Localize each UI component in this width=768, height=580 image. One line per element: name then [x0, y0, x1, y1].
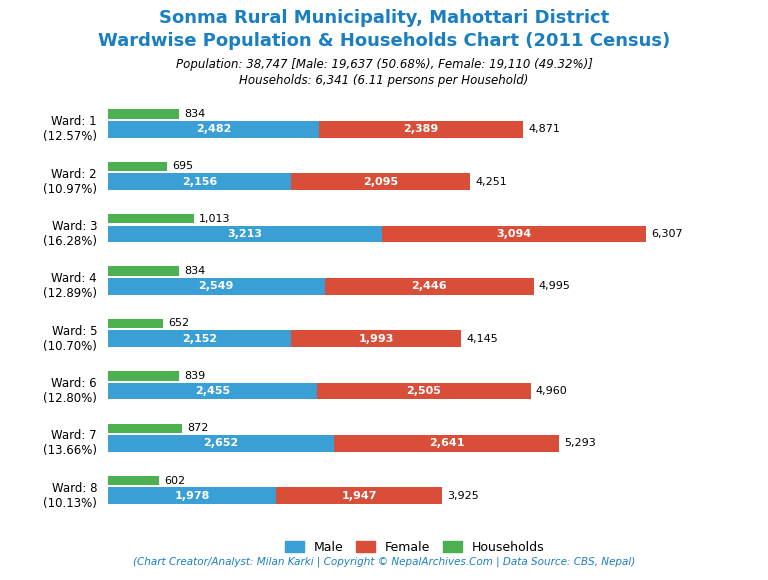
Text: 2,652: 2,652 — [203, 438, 238, 448]
Text: 2,505: 2,505 — [406, 386, 442, 396]
Bar — [108, 423, 182, 433]
Text: 4,145: 4,145 — [466, 334, 498, 344]
Text: 1,947: 1,947 — [342, 491, 377, 501]
Text: 2,549: 2,549 — [199, 281, 234, 291]
Text: 834: 834 — [184, 109, 205, 119]
Bar — [108, 162, 167, 171]
Bar — [108, 330, 291, 347]
Bar — [108, 226, 382, 242]
Bar — [108, 173, 292, 190]
Text: 5,293: 5,293 — [564, 438, 596, 448]
Legend: Male, Female, Households: Male, Female, Households — [280, 536, 549, 559]
Bar — [382, 226, 646, 242]
Text: Households: 6,341 (6.11 persons per Household): Households: 6,341 (6.11 persons per Hous… — [240, 74, 528, 87]
Bar — [108, 476, 159, 485]
Bar — [334, 435, 559, 452]
Bar — [319, 121, 523, 137]
Text: 1,013: 1,013 — [199, 214, 230, 224]
Text: 2,641: 2,641 — [429, 438, 465, 448]
Text: 652: 652 — [168, 318, 190, 328]
Text: 3,925: 3,925 — [448, 491, 479, 501]
Bar — [108, 383, 317, 400]
Bar — [108, 487, 276, 504]
Text: 4,871: 4,871 — [528, 124, 560, 134]
Bar — [276, 487, 442, 504]
Bar — [108, 266, 179, 276]
Bar — [108, 435, 334, 452]
Text: 2,095: 2,095 — [363, 176, 399, 187]
Bar — [325, 278, 534, 295]
Text: 834: 834 — [184, 266, 205, 276]
Bar — [292, 173, 470, 190]
Text: 2,455: 2,455 — [195, 386, 230, 396]
Text: 2,156: 2,156 — [182, 176, 217, 187]
Text: 4,960: 4,960 — [536, 386, 568, 396]
Bar — [108, 319, 163, 328]
Bar — [108, 121, 319, 137]
Text: Population: 38,747 [Male: 19,637 (50.68%), Female: 19,110 (49.32%)]: Population: 38,747 [Male: 19,637 (50.68%… — [176, 58, 592, 71]
Bar — [291, 330, 462, 347]
Bar — [108, 278, 325, 295]
Text: 695: 695 — [172, 161, 193, 171]
Text: 602: 602 — [164, 476, 185, 485]
Bar — [108, 109, 179, 119]
Text: 839: 839 — [184, 371, 206, 381]
Text: 2,482: 2,482 — [196, 124, 231, 134]
Bar — [317, 383, 531, 400]
Text: Sonma Rural Municipality, Mahottari District: Sonma Rural Municipality, Mahottari Dist… — [159, 9, 609, 27]
Bar — [108, 214, 194, 223]
Text: 2,152: 2,152 — [182, 334, 217, 344]
Text: 1,978: 1,978 — [174, 491, 210, 501]
Bar — [108, 371, 179, 380]
Text: 1,993: 1,993 — [359, 334, 394, 344]
Text: 3,213: 3,213 — [227, 229, 262, 239]
Text: (Chart Creator/Analyst: Milan Karki | Copyright © NepalArchives.Com | Data Sourc: (Chart Creator/Analyst: Milan Karki | Co… — [133, 557, 635, 567]
Text: 872: 872 — [187, 423, 208, 433]
Text: 4,995: 4,995 — [539, 281, 571, 291]
Text: 6,307: 6,307 — [650, 229, 683, 239]
Text: Wardwise Population & Households Chart (2011 Census): Wardwise Population & Households Chart (… — [98, 32, 670, 50]
Text: 4,251: 4,251 — [475, 176, 507, 187]
Text: 2,389: 2,389 — [404, 124, 439, 134]
Text: 2,446: 2,446 — [412, 281, 447, 291]
Text: 3,094: 3,094 — [496, 229, 531, 239]
